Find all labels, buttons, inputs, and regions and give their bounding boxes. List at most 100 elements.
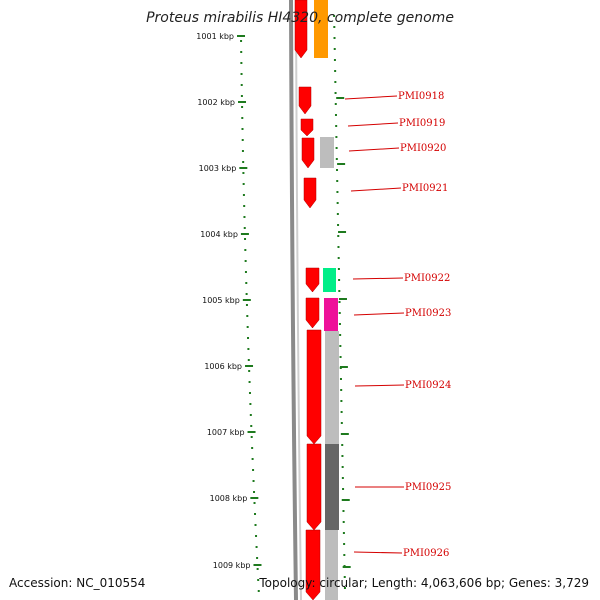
ruler-major-tick [242,299,251,301]
ruler-tick [336,169,339,171]
ruler-tick [334,114,337,116]
ruler-tick [242,161,245,163]
ruler-tick [244,238,247,240]
ruler-tick [240,73,243,75]
ruler-tick [246,315,249,317]
kbp-label: 1003 kbp [199,164,237,173]
ruler-tick [248,370,251,372]
gene-leader-line [348,147,400,152]
ruler-tick [254,513,257,515]
ruler-tick [257,579,260,581]
ruler-tick [342,510,345,512]
ruler-tick [338,279,341,281]
gene-category-bar [314,0,328,58]
ruler-tick [340,411,343,413]
ruler-tick [253,491,256,493]
gene-leader-line [352,277,404,280]
ruler-tick [241,128,244,130]
ruler-major-tick [338,231,347,233]
ruler-tick [343,543,346,545]
ruler-tick [244,271,247,273]
ruler-tick [337,257,340,259]
gene-label: PMI0921 [402,183,448,194]
ruler-tick [339,356,342,358]
gene-category-bar [325,530,338,600]
ruler-tick [336,180,339,182]
gene-leader-line [344,95,398,100]
gene-arrow [305,297,320,329]
gene-label: PMI0918 [398,91,444,102]
ruler-tick [247,359,250,361]
gene-label: PMI0925 [405,482,451,493]
ruler-tick [251,458,254,460]
ruler-tick [250,425,253,427]
ruler-tick [245,293,248,295]
ruler-tick [343,587,346,589]
gene-leader-line [353,312,405,316]
ruler-tick [337,235,340,237]
ruler-tick [254,524,257,526]
ruler-tick [240,95,243,97]
ruler-tick [341,477,344,479]
ruler-tick [242,194,245,196]
genome-backbone [289,0,298,600]
kbp-label: 1005 kbp [202,296,240,305]
ruler-tick [341,444,344,446]
gene-category-bar [324,298,338,331]
ruler-tick [339,345,342,347]
gene-leader-line [353,551,403,554]
gene-arrow [300,118,314,137]
gene-arrow [306,329,322,445]
ruler-tick [343,576,346,578]
gene-label: PMI0922 [404,273,450,284]
ruler-tick [339,334,342,336]
ruler-tick [245,282,248,284]
ruler-tick [336,191,339,193]
ruler-tick [342,532,345,534]
ruler-tick [333,48,336,50]
ruler-tick [240,51,243,53]
kbp-label: 1009 kbp [213,561,251,570]
gene-arrow [294,0,308,59]
ruler-tick [242,183,245,185]
ruler-major-tick [338,298,347,300]
ruler-tick [342,521,345,523]
gene-arrow [306,443,322,531]
ruler-tick [248,381,251,383]
ruler-tick [241,117,244,119]
ruler-tick [249,403,252,405]
ruler-major-tick [339,366,348,368]
ruler-tick [242,172,245,174]
kbp-label: 1006 kbp [204,362,242,371]
ruler-tick [244,249,247,251]
ruler-tick [333,59,336,61]
ruler-tick [257,590,260,592]
ruler-tick [253,502,256,504]
ruler-tick [337,268,340,270]
ruler-tick [333,37,336,39]
gene-leader-line [347,122,399,127]
ruler-tick [243,205,246,207]
ruler-major-tick [238,101,247,103]
kbp-label: 1008 kbp [210,494,248,503]
ruler-tick [240,62,243,64]
ruler-major-tick [341,499,350,501]
ruler-tick [255,535,258,537]
ruler-tick [240,84,243,86]
kbp-label: 1007 kbp [207,428,245,437]
ruler-tick [334,70,337,72]
ruler-tick [343,554,346,556]
ruler-major-tick [250,497,259,499]
ruler-tick [247,337,250,339]
ruler-tick [341,455,344,457]
gene-arrow [305,267,320,293]
ruler-tick [252,480,255,482]
ruler-tick [256,557,259,559]
ruler-major-tick [240,233,249,235]
kbp-label: 1002 kbp [197,98,235,107]
ruler-tick [252,469,255,471]
ruler-tick [247,348,250,350]
ruler-tick [245,304,248,306]
ruler-tick [251,447,254,449]
